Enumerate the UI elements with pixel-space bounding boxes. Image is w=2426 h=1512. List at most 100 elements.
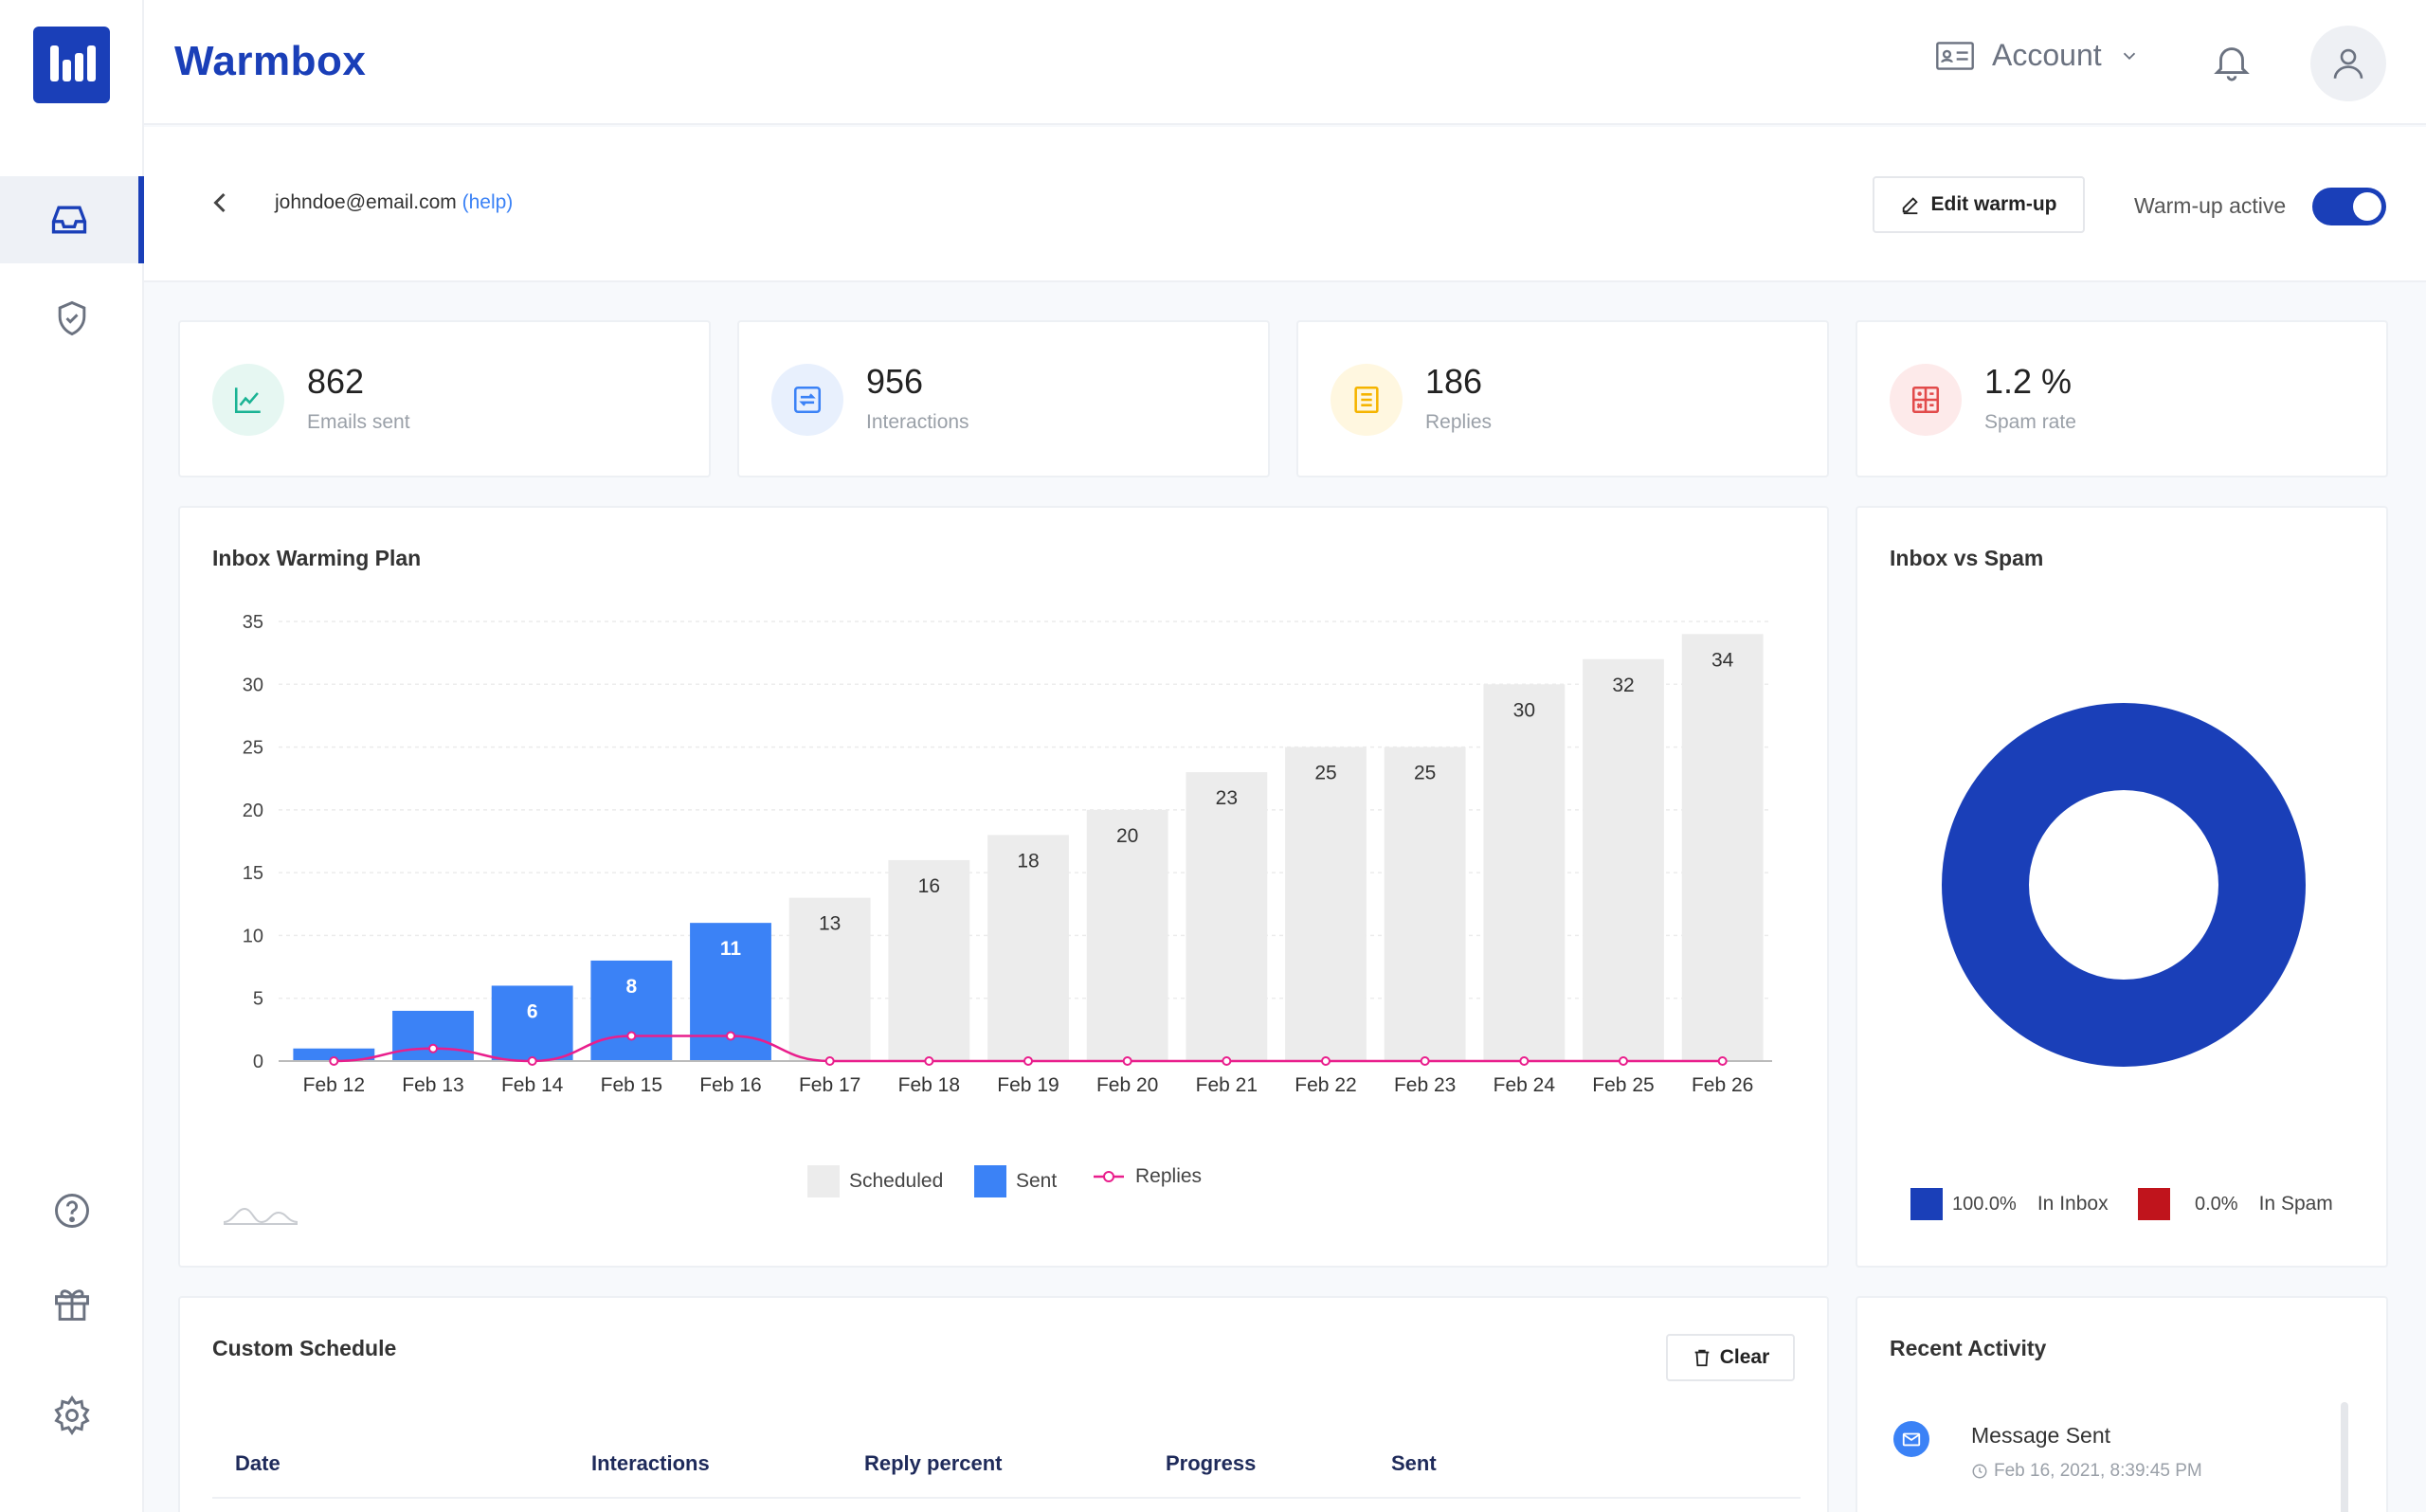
bar-value-label: 32 — [1612, 675, 1634, 696]
stat-label: Emails sent — [307, 411, 410, 433]
mailbox-header: johndoe@email.com (help) Edit warm-up Wa… — [144, 127, 2426, 282]
y-tick-label: 35 — [243, 612, 263, 633]
column-header-interactions[interactable]: Interactions — [591, 1451, 710, 1475]
x-tick-label: Feb 17 — [799, 1074, 860, 1096]
stat-card-emails-sent: 862 Emails sent — [178, 320, 711, 477]
legend-swatch-scheduled — [807, 1165, 840, 1197]
warmup-toggle[interactable] — [2312, 188, 2386, 225]
repeat-icon — [793, 386, 822, 414]
id-card-icon — [1936, 41, 1974, 70]
email-address: johndoe@email.com — [275, 191, 457, 213]
x-tick-label: Feb 26 — [1692, 1074, 1753, 1096]
replies-point — [527, 1056, 537, 1066]
clear-button[interactable]: Clear — [1666, 1334, 1795, 1381]
legend-swatch-inbox — [1910, 1188, 1943, 1220]
replies-point — [726, 1031, 735, 1041]
sidebar-item-settings[interactable] — [0, 1372, 144, 1459]
stat-icon-bg — [212, 364, 284, 436]
help-link[interactable]: (help) — [462, 191, 514, 213]
column-header-sent[interactable]: Sent — [1391, 1451, 1437, 1475]
replies-point — [1023, 1056, 1033, 1066]
x-tick-label: Feb 22 — [1294, 1074, 1356, 1096]
x-tick-label: Feb 23 — [1394, 1074, 1456, 1096]
bar-value-label: 18 — [1017, 850, 1039, 872]
stat-icon-bg — [1890, 364, 1962, 436]
donut-slice-inbox — [1942, 703, 2306, 1067]
legend-swatch-spam — [2138, 1188, 2170, 1220]
toggle-knob — [2353, 192, 2381, 221]
sidebar-item-gifts[interactable] — [0, 1260, 144, 1347]
x-tick-label: Feb 12 — [303, 1074, 365, 1096]
bar-value-label: 34 — [1711, 649, 1734, 671]
stat-icon-bg — [1331, 364, 1403, 436]
sidebar-item-inbox[interactable] — [0, 176, 144, 263]
legend-replies[interactable]: Replies — [1092, 1165, 1202, 1188]
column-header-date[interactable]: Date — [235, 1451, 281, 1475]
trash-icon — [1694, 1349, 1710, 1367]
stat-value: 956 — [866, 362, 924, 401]
legend-sent[interactable]: Sent — [974, 1165, 1057, 1197]
spam-label: In Spam — [2258, 1193, 2333, 1215]
bar-value-label: 6 — [527, 1000, 538, 1022]
bar-value-label: 25 — [1414, 763, 1436, 784]
sidebar — [0, 0, 144, 1512]
top-header: Warmbox Account — [144, 0, 2426, 125]
y-tick-label: 5 — [253, 989, 263, 1010]
sidebar-item-help[interactable] — [0, 1167, 144, 1254]
x-tick-label: Feb 24 — [1494, 1074, 1556, 1096]
replies-point — [428, 1043, 438, 1053]
notifications-button[interactable] — [2210, 38, 2254, 90]
y-tick-label: 0 — [253, 1052, 263, 1072]
stat-label: Interactions — [866, 411, 969, 433]
bar-scheduled — [788, 897, 871, 1061]
activity-scrollbar[interactable] — [2341, 1402, 2348, 1512]
bar-scheduled — [1483, 684, 1566, 1061]
replies-point — [329, 1056, 339, 1066]
account-menu[interactable]: Account — [1935, 38, 2140, 73]
inbox-percent: 100.0% — [1952, 1193, 2017, 1215]
avatar[interactable] — [2310, 26, 2386, 101]
activity-timestamp: Feb 16, 2021, 8:39:45 PM — [1994, 1461, 2202, 1481]
warming-plan-title: Inbox Warming Plan — [212, 546, 422, 570]
account-label: Account — [1992, 38, 2102, 72]
warmup-toggle-label: Warm-up active — [2134, 193, 2287, 218]
sidebar-item-security[interactable] — [0, 275, 144, 362]
column-header-progress[interactable]: Progress — [1166, 1451, 1257, 1475]
x-tick-label: Feb 16 — [699, 1074, 761, 1096]
stat-icon-bg — [771, 364, 843, 436]
column-header-reply-percent[interactable]: Reply percent — [864, 1451, 1003, 1475]
stat-value: 862 — [307, 362, 365, 401]
bar-scheduled — [1186, 772, 1268, 1061]
table-divider — [212, 1497, 1801, 1499]
legend-in-spam[interactable]: 0.0% In Spam — [2138, 1188, 2333, 1220]
x-tick-label: Feb 19 — [997, 1074, 1059, 1096]
replies-point — [1619, 1056, 1628, 1066]
bar-value-label: 11 — [720, 938, 742, 960]
stat-card-interactions: 956 Interactions — [737, 320, 1270, 477]
y-tick-label: 20 — [243, 801, 263, 821]
bar-sent — [491, 985, 573, 1061]
replies-point — [824, 1056, 835, 1066]
list-icon — [1354, 386, 1379, 414]
replies-point — [1321, 1056, 1331, 1066]
inbox-label: In Inbox — [2037, 1193, 2109, 1215]
legend-scheduled[interactable]: Scheduled — [807, 1165, 943, 1197]
custom-schedule-title: Custom Schedule — [212, 1336, 397, 1360]
y-tick-label: 10 — [243, 926, 263, 946]
stat-value: 186 — [1425, 362, 1483, 401]
spam-percent: 0.0% — [2195, 1193, 2238, 1215]
back-button[interactable] — [203, 186, 237, 225]
gift-icon — [55, 1289, 89, 1321]
x-tick-label: Feb 25 — [1592, 1074, 1654, 1096]
x-tick-label: Feb 13 — [402, 1074, 463, 1096]
x-tick-label: Feb 14 — [501, 1074, 564, 1096]
shield-check-icon — [58, 300, 86, 336]
gear-icon — [54, 1395, 90, 1435]
stat-value: 1.2 % — [1984, 362, 2073, 401]
y-tick-label: 15 — [243, 863, 263, 884]
bar-scheduled — [1086, 809, 1168, 1061]
legend-swatch-sent — [974, 1165, 1006, 1197]
edit-warmup-button[interactable]: Edit warm-up — [1873, 176, 2085, 233]
warmbox-logo[interactable] — [33, 27, 110, 103]
legend-in-inbox[interactable]: 100.0% In Inbox — [1910, 1188, 2109, 1220]
